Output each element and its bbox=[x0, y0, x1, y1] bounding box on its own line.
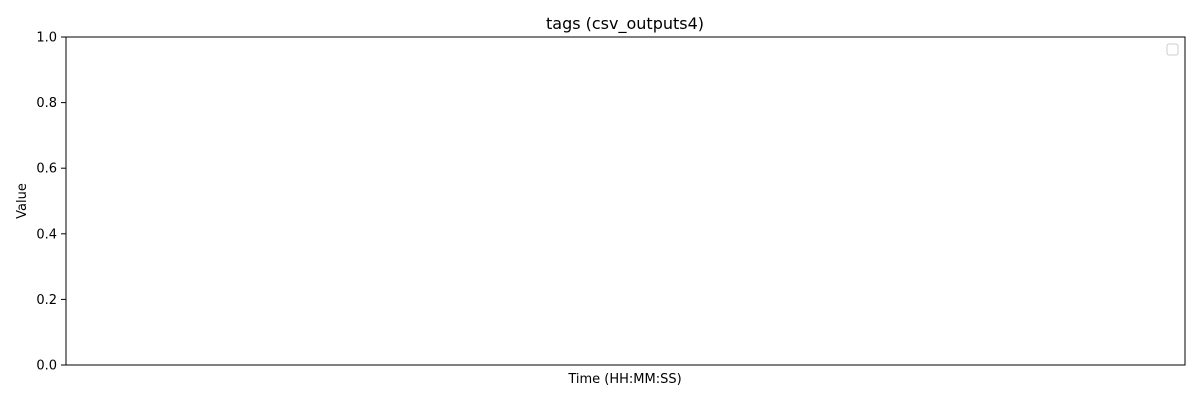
y-tick-label: 1.0 bbox=[36, 31, 57, 46]
x-axis-label: Time (HH:MM:SS) bbox=[567, 372, 681, 387]
legend-box bbox=[1166, 43, 1179, 56]
y-axis-label: Value bbox=[15, 183, 30, 219]
chart-title: tags (csv_outputs4) bbox=[546, 14, 704, 34]
y-tick-label: 0.8 bbox=[36, 96, 57, 111]
y-tick-label: 0.6 bbox=[36, 162, 57, 177]
y-tick-label: 0.4 bbox=[36, 227, 57, 242]
y-tick-label: 0.2 bbox=[36, 293, 57, 308]
y-tick-label: 0.0 bbox=[36, 359, 57, 374]
y-axis: 0.0 0.2 0.4 0.6 0.8 1.0 bbox=[36, 31, 66, 374]
plot-area bbox=[65, 36, 1186, 366]
